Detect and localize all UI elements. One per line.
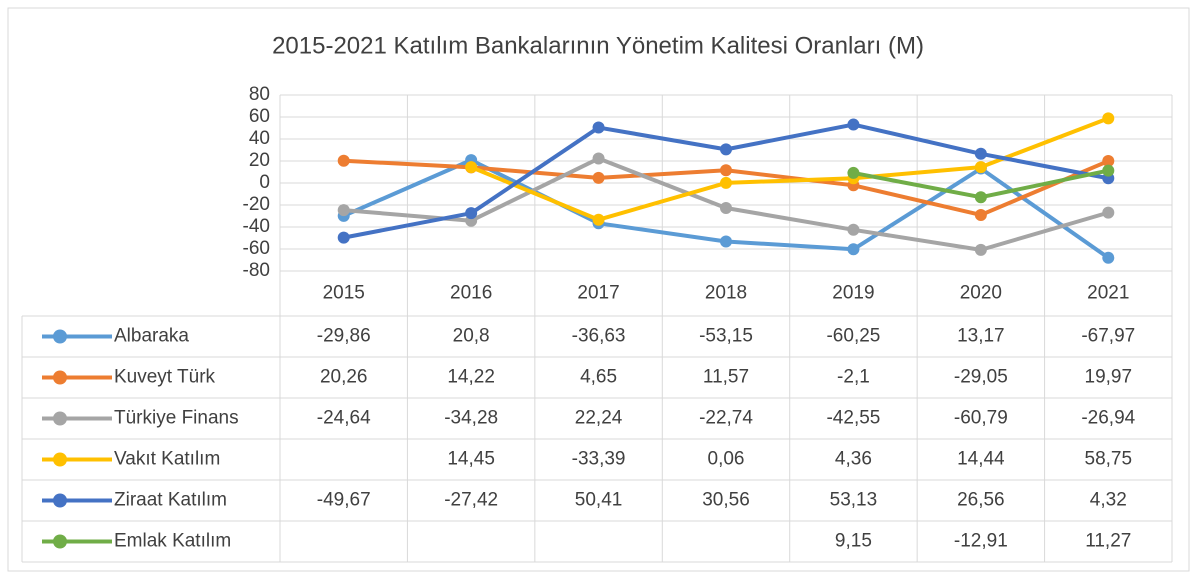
point bbox=[337, 231, 350, 244]
point bbox=[592, 152, 605, 165]
point bbox=[847, 243, 860, 256]
table-value: 20,8 bbox=[453, 326, 490, 347]
y-tick-label: 80 bbox=[249, 84, 270, 105]
table-value: 4,36 bbox=[835, 449, 872, 470]
point bbox=[974, 208, 987, 221]
point bbox=[720, 164, 732, 177]
table-value: 22,24 bbox=[575, 408, 623, 429]
chart-border bbox=[7, 7, 1190, 572]
point bbox=[1102, 112, 1115, 125]
x-tick-label: 2020 bbox=[960, 283, 1002, 304]
y-tick-label: -40 bbox=[243, 216, 270, 237]
table-value: -29,05 bbox=[954, 367, 1008, 388]
table-value: 14,45 bbox=[447, 449, 495, 470]
legend-marker bbox=[53, 534, 67, 549]
point bbox=[847, 166, 860, 179]
table-value: -67,97 bbox=[1081, 326, 1135, 347]
legend-label: Emlak Katılım bbox=[114, 531, 231, 552]
x-tick-label: 2015 bbox=[323, 283, 365, 304]
table-value: -34,28 bbox=[444, 408, 498, 429]
table-value: 14,22 bbox=[447, 367, 495, 388]
x-tick-label: 2018 bbox=[705, 283, 747, 304]
table-value: -60,79 bbox=[954, 408, 1008, 429]
y-tick-label: -20 bbox=[243, 194, 270, 215]
point bbox=[592, 121, 605, 134]
legend-label: Kuveyt Türk bbox=[114, 367, 216, 388]
point bbox=[592, 213, 605, 226]
x-tick-label: 2021 bbox=[1087, 283, 1129, 304]
table-value: -60,25 bbox=[826, 326, 880, 347]
point bbox=[720, 202, 732, 215]
table-value: 19,97 bbox=[1085, 367, 1133, 388]
legend-marker bbox=[53, 493, 67, 508]
legend-label: Albaraka bbox=[114, 326, 189, 347]
point bbox=[974, 191, 987, 204]
point bbox=[974, 147, 987, 160]
table-value: 11,27 bbox=[1085, 531, 1131, 552]
point bbox=[720, 143, 732, 156]
table-value: 9,15 bbox=[835, 531, 872, 552]
y-tick-label: 20 bbox=[249, 150, 270, 171]
y-tick-label: 0 bbox=[259, 172, 270, 193]
table-value: 13,17 bbox=[957, 326, 1005, 347]
table-value: 4,32 bbox=[1090, 490, 1127, 511]
legend-label: Ziraat Katılım bbox=[114, 490, 227, 511]
table-value: 50,41 bbox=[575, 490, 623, 511]
y-tick-label: -60 bbox=[243, 238, 270, 259]
y-tick-label: -80 bbox=[243, 260, 270, 281]
chart-title: 2015-2021 Katılım Bankalarının Yönetim K… bbox=[272, 32, 924, 59]
table-value: 26,56 bbox=[957, 490, 1005, 511]
point bbox=[337, 154, 350, 167]
point bbox=[592, 171, 605, 184]
table-value: -36,63 bbox=[572, 326, 626, 347]
legend-label: Vakıt Katılım bbox=[114, 449, 220, 470]
legend-marker bbox=[53, 452, 67, 467]
table-value: -33,39 bbox=[572, 449, 626, 470]
point bbox=[1102, 206, 1115, 219]
table-value: 20,26 bbox=[320, 367, 368, 388]
legend-marker bbox=[53, 411, 67, 426]
table-value: 4,65 bbox=[580, 367, 617, 388]
table-value: -22,74 bbox=[699, 408, 753, 429]
x-tick-label: 2017 bbox=[577, 283, 619, 304]
table-value: 14,44 bbox=[957, 449, 1005, 470]
point bbox=[1102, 155, 1115, 168]
x-tick-label: 2019 bbox=[832, 283, 874, 304]
point bbox=[847, 223, 860, 236]
table-value: 53,13 bbox=[830, 490, 878, 511]
point bbox=[1102, 251, 1115, 264]
table-value: -26,94 bbox=[1081, 408, 1135, 429]
y-tick-label: 60 bbox=[249, 106, 270, 127]
table-value: -2,1 bbox=[837, 367, 870, 388]
table-value: 30,56 bbox=[702, 490, 750, 511]
legend-marker bbox=[53, 370, 67, 385]
table-value: -12,91 bbox=[954, 531, 1008, 552]
x-tick-label: 2016 bbox=[450, 283, 492, 304]
point bbox=[974, 161, 987, 174]
point bbox=[465, 161, 478, 174]
table-value: -24,64 bbox=[317, 408, 371, 429]
point bbox=[974, 243, 987, 256]
legend-label: Türkiye Finans bbox=[114, 408, 239, 429]
table-value: -53,15 bbox=[699, 326, 753, 347]
point bbox=[847, 118, 860, 131]
point bbox=[337, 204, 350, 217]
legend-marker bbox=[53, 329, 67, 344]
table-value: 58,75 bbox=[1085, 449, 1133, 470]
point bbox=[720, 176, 732, 189]
y-tick-label: 40 bbox=[249, 128, 270, 149]
point bbox=[1102, 164, 1115, 177]
table-value: 11,57 bbox=[703, 367, 749, 388]
point bbox=[720, 235, 732, 248]
table-value: -42,55 bbox=[826, 408, 880, 429]
table-value: 0,06 bbox=[708, 449, 745, 470]
table-value: -49,67 bbox=[317, 490, 371, 511]
point bbox=[465, 207, 478, 220]
table-value: -29,86 bbox=[317, 326, 371, 347]
table-value: -27,42 bbox=[444, 490, 498, 511]
